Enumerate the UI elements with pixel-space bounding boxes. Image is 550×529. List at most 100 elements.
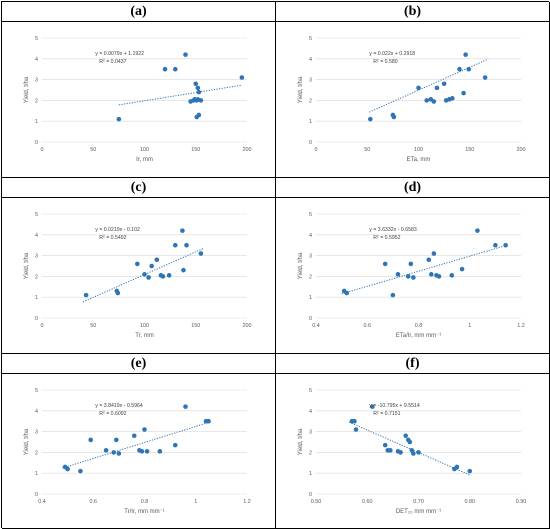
chart-panel-f: 0 1 2 3 4 5 0.50 0.60 0.70 0.80 0.90 DET₂₀ mm mm⁻¹ Y… xyxy=(276,374,550,529)
x-axis-label: ETa/Ir, mm mm⁻¹ xyxy=(396,333,442,339)
y-tick-label: 4 xyxy=(35,57,38,63)
data-point xyxy=(382,261,388,267)
data-point xyxy=(183,52,188,57)
panel-label-e: (e) xyxy=(2,354,276,374)
x-tick-label: 50 xyxy=(364,147,370,153)
y-tick-label: 3 xyxy=(35,78,38,84)
data-point xyxy=(114,437,119,443)
data-point xyxy=(467,468,473,474)
data-point xyxy=(144,449,150,454)
data-point xyxy=(239,75,245,80)
data-point xyxy=(183,404,188,409)
data-point xyxy=(180,228,185,233)
data-point xyxy=(416,450,421,455)
x-tick-label: 0.4 xyxy=(312,323,320,329)
data-point xyxy=(162,66,168,72)
data-point xyxy=(196,112,202,118)
y-axis-label: Yield, t/ha xyxy=(24,76,30,103)
x-tick-label: 0.50 xyxy=(311,499,322,505)
data-point xyxy=(344,290,350,296)
scatter-chart-f: 0 1 2 3 4 5 0.50 0.60 0.70 0.80 0.90 DET₂₀ mm mm⁻¹ Y… xyxy=(298,388,526,515)
y-tick-label: 2 xyxy=(309,450,312,456)
data-point xyxy=(411,275,416,280)
y-axis-label: Yield, t/ha xyxy=(24,252,30,279)
data-point xyxy=(436,274,442,279)
y-tick-label: 4 xyxy=(35,409,38,415)
trendline xyxy=(349,421,470,476)
y-tick-label: 3 xyxy=(35,430,38,436)
data-point xyxy=(390,292,396,298)
y-tick-label: 4 xyxy=(309,233,312,239)
y-tick-label: 0 xyxy=(35,316,38,322)
data-point xyxy=(83,292,89,298)
data-point xyxy=(407,439,413,445)
data-point xyxy=(416,85,421,91)
y-tick-label: 1 xyxy=(35,119,38,125)
x-axis-label: Tr, mm xyxy=(135,333,153,339)
data-point xyxy=(382,442,388,448)
y-tick-label: 2 xyxy=(309,274,312,280)
data-point xyxy=(116,116,122,122)
data-point xyxy=(142,427,147,432)
data-point xyxy=(139,449,145,454)
y-tick-label: 5 xyxy=(309,36,312,42)
y-tick-label: 3 xyxy=(309,430,312,436)
x-tick-label: 0 xyxy=(41,147,44,153)
panel-label-f: (f) xyxy=(276,354,550,374)
y-tick-label: 0 xyxy=(309,140,312,146)
y-tick-label: 3 xyxy=(35,254,38,260)
data-point xyxy=(426,257,432,263)
x-tick-label: 1 xyxy=(194,499,197,505)
r-squared-label: R² = 0.0437 xyxy=(99,59,126,65)
data-point xyxy=(198,251,204,256)
data-point xyxy=(166,273,172,278)
data-point xyxy=(184,242,189,248)
data-point xyxy=(424,98,429,103)
data-point xyxy=(111,450,117,455)
y-tick-label: 2 xyxy=(35,450,38,456)
y-tick-label: 3 xyxy=(309,254,312,260)
y-axis-label: Yield, t/ha xyxy=(298,428,304,455)
panel-label-c: (c) xyxy=(2,178,276,198)
data-point xyxy=(434,85,440,91)
data-point xyxy=(450,96,455,101)
data-point xyxy=(463,52,468,57)
trendline xyxy=(62,421,212,469)
data-point xyxy=(475,228,480,233)
trend-equation: y = 0.0219x - 0.102 xyxy=(95,227,140,233)
x-tick-label: 0.4 xyxy=(38,499,46,505)
chart-panel-d: 0 1 2 3 4 5 0.4 0.6 0.8 1 1.2 ETa/Ir, mm mm⁻¹ Yield,… xyxy=(276,198,550,354)
data-point xyxy=(88,437,93,443)
trendline xyxy=(369,58,489,113)
data-point xyxy=(115,290,121,296)
y-tick-label: 1 xyxy=(309,119,312,125)
data-point xyxy=(196,89,202,95)
data-point xyxy=(395,272,401,277)
y-axis-label: Yield, t/ha xyxy=(298,252,304,279)
x-tick-label: 0.60 xyxy=(362,499,373,505)
data-point xyxy=(457,66,462,72)
data-point xyxy=(459,266,465,272)
panel-label-d: (d) xyxy=(276,178,550,198)
x-tick-label: 100 xyxy=(140,323,149,329)
r-squared-label: R² = 0.7151 xyxy=(373,411,400,417)
y-tick-label: 5 xyxy=(309,388,312,394)
chart-panel-c: 0 1 2 3 4 5 0 50 100 150 200 Tr, mm Yield, t/ha y = 0… xyxy=(2,198,276,354)
data-point xyxy=(146,275,151,280)
y-axis-label: Yield, t/ha xyxy=(24,428,30,455)
chart-panel-b: 0 1 2 3 4 5 0 50 100 150 200 ETa, mm Yield, t/ha y = … xyxy=(276,22,550,178)
data-point xyxy=(206,418,211,424)
y-tick-label: 0 xyxy=(35,140,38,146)
x-tick-label: 200 xyxy=(517,147,526,153)
x-tick-label: 1 xyxy=(468,323,471,329)
data-point xyxy=(157,449,163,454)
data-point xyxy=(429,272,434,277)
y-tick-label: 2 xyxy=(35,274,38,280)
y-tick-label: 4 xyxy=(35,233,38,239)
trend-equation: y = 0.022x + 0.2918 xyxy=(369,51,415,57)
data-point xyxy=(493,242,498,248)
y-tick-label: 3 xyxy=(309,78,312,84)
data-point xyxy=(370,404,375,409)
